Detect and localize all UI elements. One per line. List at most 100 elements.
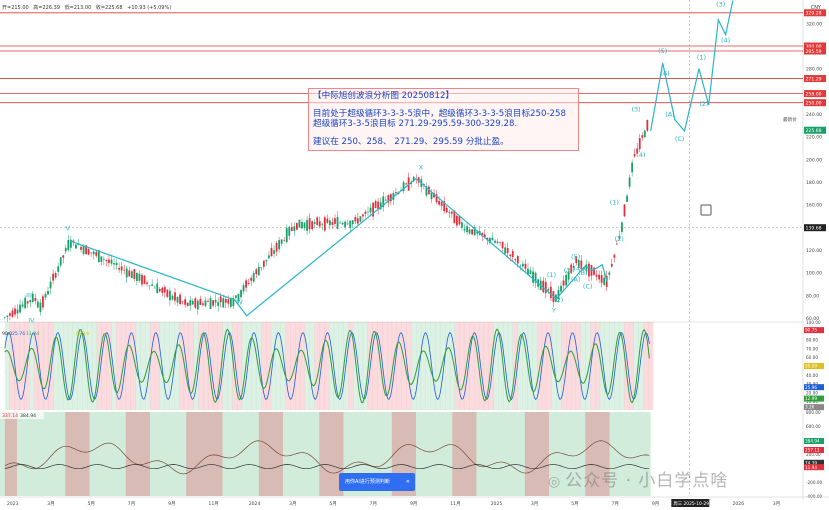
projection-line <box>650 0 734 133</box>
candle-body <box>102 259 105 260</box>
x-tick-label: 2025 <box>491 501 503 507</box>
close-icon[interactable]: ✕ <box>405 479 410 485</box>
osc-stripe <box>643 322 649 410</box>
osc-stripe <box>135 322 141 410</box>
lower-marker-label: 384.94 <box>805 439 820 444</box>
osc-stripe <box>507 322 514 410</box>
candle-body <box>97 250 100 263</box>
osc-stripe <box>72 322 78 410</box>
wave-label: (4) <box>721 37 730 45</box>
osc-stripe <box>237 322 243 410</box>
osc-stripe <box>541 322 547 410</box>
candle-body <box>207 301 209 302</box>
candle-body <box>110 259 113 264</box>
osc-stripe <box>62 322 69 410</box>
candle-body <box>481 232 484 237</box>
lower-value: 384.94 <box>20 413 36 419</box>
osc-stripe <box>585 322 591 410</box>
osc-stripe <box>82 322 88 410</box>
osc-stripe <box>130 322 136 410</box>
candle-body <box>237 294 240 301</box>
osc-tick: 60.00 <box>806 355 818 360</box>
candle-body <box>278 240 281 250</box>
candle-body <box>16 309 19 314</box>
lower-tick: 200.00 <box>806 452 821 457</box>
candle-body <box>448 212 451 213</box>
osc-stripe <box>474 322 480 410</box>
annotation-line-1: 目前处于超级循环3-3-3-5浪中，超级循环3-3-3-5浪目标250-258 <box>313 109 566 119</box>
target-tag <box>804 42 826 50</box>
candle-body <box>367 211 369 213</box>
latest-price-caption: 最新价 <box>783 116 797 123</box>
candle-body <box>268 255 270 259</box>
high-value: 高=226.39 <box>33 5 60 11</box>
crosshair-button <box>700 204 712 216</box>
candle-body <box>306 220 308 231</box>
lower-stripe <box>77 412 90 496</box>
wave-label: III <box>26 292 32 300</box>
candle-body <box>468 229 471 234</box>
candle-body <box>232 298 235 307</box>
lower-marker <box>804 447 824 454</box>
candle-body <box>476 231 479 234</box>
candle-body <box>547 288 550 291</box>
osc-stripe <box>609 322 615 410</box>
crosshair-date-tag <box>671 499 710 507</box>
lower-stripe <box>258 412 271 496</box>
annotation-line-3: 建议在 250、258、 271.29、295.59 分批止盈。 <box>313 137 509 147</box>
y-tick-label: 100.00 <box>806 271 822 277</box>
y-tick-label: 160.00 <box>806 203 822 209</box>
osc-stripe <box>338 322 344 410</box>
osc-stripe <box>454 322 460 410</box>
candle-body <box>153 287 156 289</box>
candle-body <box>580 260 583 270</box>
ai-predict-button[interactable]: 用你AI进行预测判断 ✕ <box>339 473 415 491</box>
crosshair-date: 周三 2025-10-29 <box>673 501 709 507</box>
candle-body <box>118 267 121 270</box>
osc-stripe <box>386 322 393 410</box>
osc-stripe <box>295 322 301 410</box>
open-value: 开=215.00 <box>2 5 29 11</box>
candle-body <box>151 284 154 286</box>
candle-body <box>105 259 108 262</box>
x-tick-label: 7月 <box>370 501 378 507</box>
osc-stripe <box>14 322 20 410</box>
candle-body <box>90 252 93 254</box>
x-tick-label: 2023 <box>7 501 19 507</box>
candle-body <box>161 287 164 293</box>
wave-label: (4) <box>636 151 645 159</box>
osc-line-green <box>4 328 650 404</box>
x-tick-label: 9月 <box>410 501 418 507</box>
osc-stripe <box>324 322 330 410</box>
osc-stripe <box>198 322 204 410</box>
candle-body <box>174 292 176 301</box>
crosshair-tag <box>804 224 826 232</box>
y-tick-label: 320.00 <box>806 21 822 27</box>
osc-stripe <box>43 322 49 410</box>
osc-marker <box>804 363 824 369</box>
osc-stripe <box>48 322 54 410</box>
candle-body <box>433 193 435 198</box>
candle-body <box>227 299 230 304</box>
lower-stripe <box>4 412 17 496</box>
osc-stripe <box>227 322 233 410</box>
osc-tick: 20.00 <box>806 390 818 395</box>
candle-body <box>196 300 199 310</box>
candle-body <box>31 293 34 302</box>
x-tick-label: 11月 <box>208 501 218 507</box>
osc-stripe <box>203 322 209 410</box>
candle-body <box>288 227 291 236</box>
candle-body <box>450 211 453 214</box>
osc-marker <box>804 395 824 402</box>
candle-body <box>67 239 70 251</box>
x-tick-label: 2024 <box>249 501 261 507</box>
osc-stripe <box>275 322 281 410</box>
target-tag <box>804 47 826 55</box>
candle-body <box>115 262 118 266</box>
wave-label: IV <box>28 317 35 325</box>
candle-body <box>252 273 255 282</box>
candle-body <box>179 294 181 304</box>
osc-stripe <box>624 322 630 410</box>
osc-stripe <box>4 322 10 410</box>
annotation-line-2: 超级循环3-3-5浪目标 271.29-295.59-300-329.28. <box>313 119 518 129</box>
